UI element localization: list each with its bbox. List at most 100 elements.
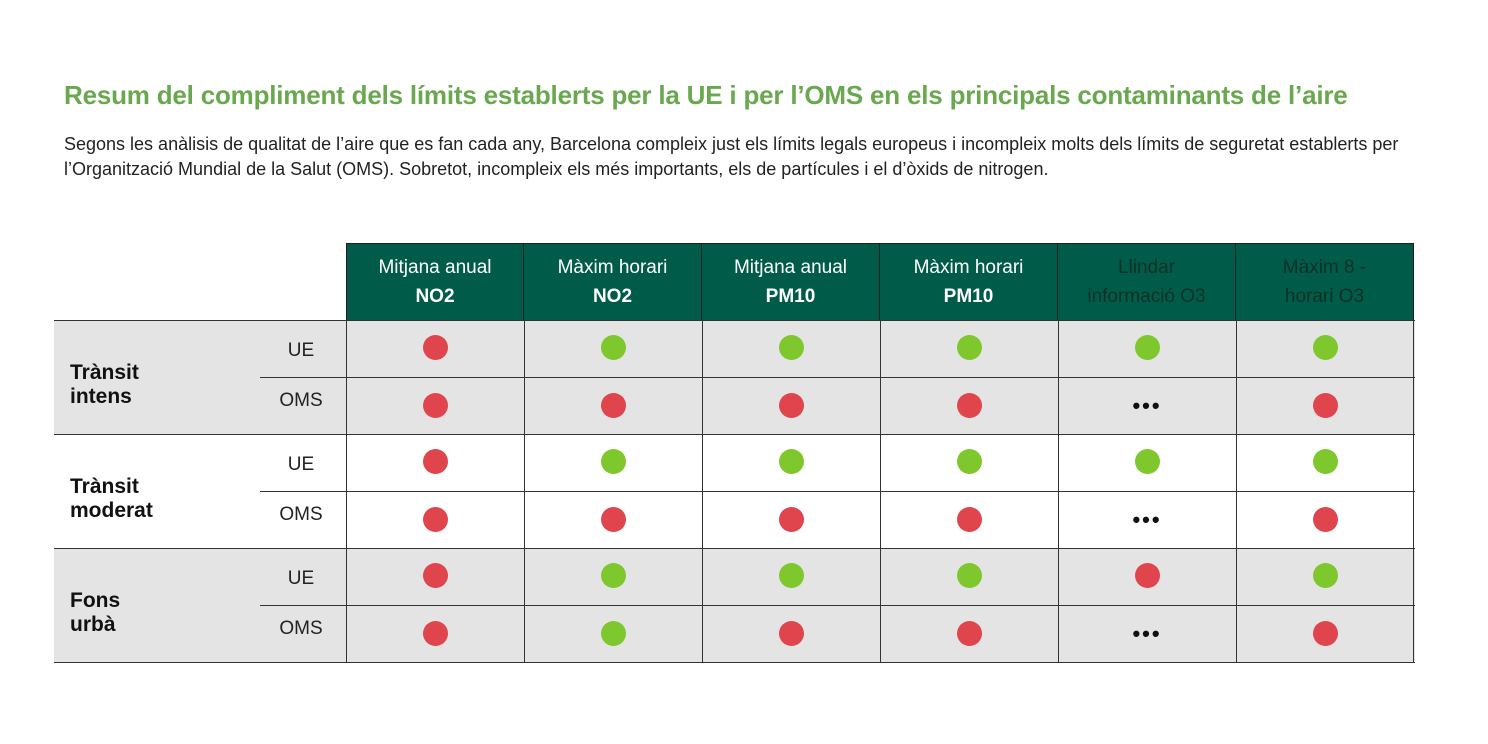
status-cell: [880, 319, 1058, 376]
non-compliant-dot: [778, 507, 804, 532]
status-cell: [346, 491, 524, 548]
row-label-ue: UE: [287, 454, 315, 475]
non-compliant-dot: [422, 563, 448, 588]
non-compliant-dot: [1134, 563, 1160, 588]
status-cell: [346, 547, 524, 604]
column-header-line2: informació O3: [1087, 286, 1206, 307]
group-label: Trànsit moderat: [70, 475, 153, 522]
column-header-line1: Llindar: [1117, 257, 1176, 278]
row-separator: [260, 605, 1415, 606]
column-header-line1: Màxim 8 -: [1282, 257, 1367, 278]
group-label: Fons urbà: [70, 589, 121, 636]
status-cell: [346, 605, 524, 662]
column-header-line1: Mitjana anual: [378, 257, 492, 278]
status-cell: [702, 319, 880, 376]
compliant-dot: [956, 449, 982, 474]
non-compliant-dot: [1312, 507, 1338, 532]
not-applicable-mark: •••: [1132, 392, 1162, 418]
row-label-oms: OMS: [279, 390, 323, 411]
compliant-dot: [1312, 563, 1338, 588]
row-label-oms: OMS: [279, 618, 323, 639]
not-applicable-mark: •••: [1132, 506, 1162, 532]
non-compliant-dot: [600, 393, 626, 418]
column-header-line2: NO2: [592, 286, 633, 307]
status-cell: [702, 491, 880, 548]
status-cell: •••: [1058, 605, 1236, 662]
compliant-dot: [600, 335, 626, 360]
column-divider: [702, 320, 703, 663]
column-divider: [1413, 320, 1414, 663]
status-cell: [346, 319, 524, 376]
non-compliant-dot: [422, 621, 448, 646]
column-header-line1: Màxim horari: [913, 257, 1024, 278]
column-header: Mitjana anual NO2: [346, 243, 524, 320]
column-divider: [524, 320, 525, 663]
status-cell: [1236, 605, 1414, 662]
status-cell: •••: [1058, 491, 1236, 548]
status-cell: [524, 319, 702, 376]
status-cell: [702, 605, 880, 662]
not-applicable-mark: •••: [1132, 620, 1162, 646]
column-divider: [346, 320, 347, 663]
compliant-dot: [956, 335, 982, 360]
column-header-line2: PM10: [943, 286, 994, 307]
status-cell: [346, 377, 524, 434]
chart-title: Resum del compliment dels límits estable…: [64, 80, 1348, 110]
compliant-dot: [778, 335, 804, 360]
column-header: Mitjana anual PM10: [702, 243, 880, 320]
row-separator: [260, 491, 1415, 492]
compliant-dot: [1134, 449, 1160, 474]
status-cell: [1236, 547, 1414, 604]
status-cell: [880, 377, 1058, 434]
non-compliant-dot: [422, 449, 448, 474]
non-compliant-dot: [956, 507, 982, 532]
row-separator: [260, 377, 1415, 378]
column-header-line2: horari O3: [1284, 286, 1365, 307]
column-header: Màxim horari NO2: [524, 243, 702, 320]
status-cell: [524, 605, 702, 662]
row-label-oms: OMS: [279, 504, 323, 525]
non-compliant-dot: [1312, 393, 1338, 418]
status-cell: [880, 547, 1058, 604]
column-divider: [1236, 320, 1237, 663]
compliant-dot: [600, 449, 626, 474]
column-header-line2: NO2: [415, 286, 455, 307]
status-cell: [524, 377, 702, 434]
status-cell: [1236, 377, 1414, 434]
status-cell: [524, 547, 702, 604]
non-compliant-dot: [956, 621, 982, 646]
non-compliant-dot: [600, 507, 626, 532]
status-cell: [524, 433, 702, 490]
status-cell: [880, 605, 1058, 662]
non-compliant-dot: [422, 393, 448, 418]
column-divider: [1058, 320, 1059, 663]
column-header: Màxim horari PM10: [880, 243, 1058, 320]
compliant-dot: [600, 563, 626, 588]
status-cell: [1236, 433, 1414, 490]
compliant-dot: [778, 449, 804, 474]
status-cell: [346, 433, 524, 490]
status-cell: [880, 491, 1058, 548]
compliant-dot: [956, 563, 982, 588]
status-cell: [1058, 319, 1236, 376]
compliant-dot: [1134, 335, 1160, 360]
non-compliant-dot: [422, 335, 448, 360]
column-header-line1: Mitjana anual: [733, 257, 848, 278]
column-header-line1: Màxim horari: [557, 257, 668, 278]
status-cell: [1058, 433, 1236, 490]
compliant-dot: [1312, 449, 1338, 474]
status-cell: [702, 547, 880, 604]
row-label-ue: UE: [287, 340, 315, 361]
chart-subtitle: Segons les anàlisis de qualitat de l’air…: [64, 134, 1399, 179]
non-compliant-dot: [778, 393, 804, 418]
column-divider: [880, 320, 881, 663]
column-header: Llindar informació O3: [1058, 243, 1236, 320]
non-compliant-dot: [1312, 621, 1338, 646]
status-cell: [702, 433, 880, 490]
status-cell: [880, 433, 1058, 490]
status-cell: [524, 491, 702, 548]
non-compliant-dot: [422, 507, 448, 532]
status-cell: [1058, 547, 1236, 604]
group-label: Trànsit intens: [70, 361, 139, 408]
status-cell: •••: [1058, 377, 1236, 434]
